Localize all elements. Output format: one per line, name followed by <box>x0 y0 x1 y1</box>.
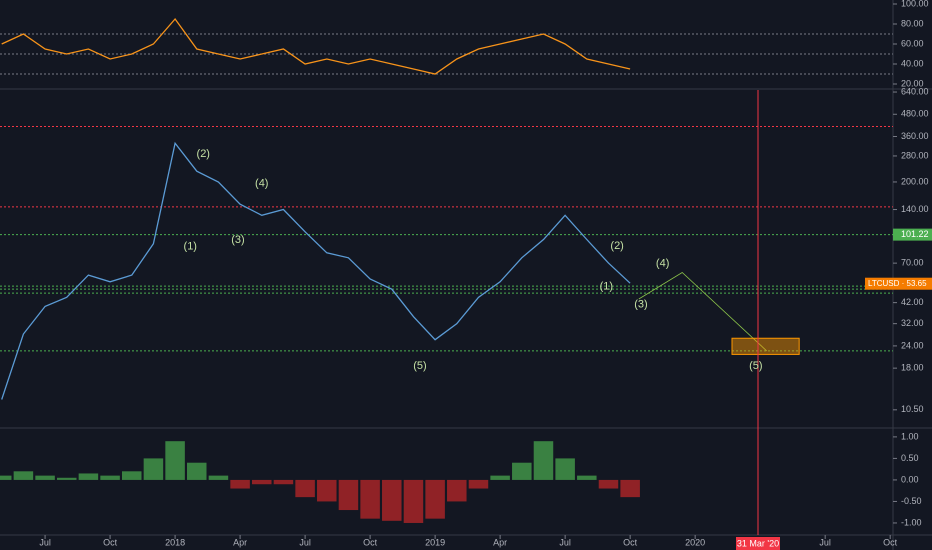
bar <box>512 462 532 480</box>
y-tick-label: 70.00 <box>901 258 924 268</box>
level-tag <box>893 228 932 241</box>
bar <box>121 471 142 480</box>
wave-label: (2) <box>197 148 210 160</box>
bar <box>468 479 489 489</box>
bar <box>403 479 424 523</box>
bar <box>78 473 99 480</box>
last-price-tag <box>865 277 932 290</box>
bar <box>382 479 402 521</box>
target-zone <box>731 337 800 355</box>
wave-label: (3) <box>231 234 244 246</box>
y-tick-label: -1.00 <box>901 517 922 527</box>
wave-label: (4) <box>656 257 669 269</box>
last-price-label: LTCUSD · 53.65 <box>868 279 927 288</box>
bar <box>577 475 597 480</box>
wave-label: (5) <box>413 360 426 372</box>
x-tick-label: 2020 <box>685 537 705 547</box>
y-tick-label: 640.00 <box>901 86 929 96</box>
bar <box>143 458 164 480</box>
x-tick-label: Jul <box>819 537 831 547</box>
x-tick-label: Oct <box>883 537 898 547</box>
date-marker-box <box>735 537 780 550</box>
y-tick-label: 100.00 <box>901 0 929 8</box>
date-marker-label: 31 Mar '20 <box>737 538 779 548</box>
x-tick-label: 2019 <box>425 537 445 547</box>
x-tick-label: Oct <box>623 537 638 547</box>
bar <box>490 475 510 480</box>
bar <box>187 462 207 480</box>
y-tick-label: 42.00 <box>901 297 924 307</box>
y-tick-label: 200.00 <box>901 176 929 186</box>
wave-label: (2) <box>610 240 623 252</box>
bar <box>447 479 467 502</box>
bar <box>100 475 120 480</box>
wave-label: (4) <box>255 177 268 189</box>
y-tick-label: 1.00 <box>901 431 919 441</box>
y-tick-label: 60.00 <box>901 38 924 48</box>
y-tick-label: 480.00 <box>901 109 929 119</box>
bar <box>13 471 34 480</box>
bar <box>533 441 554 480</box>
x-tick-label: Apr <box>493 537 507 547</box>
bar <box>252 479 272 485</box>
bar <box>317 479 337 502</box>
bar <box>295 479 315 498</box>
y-tick-label: 24.00 <box>901 340 924 350</box>
bar <box>35 475 55 480</box>
bar <box>56 477 77 480</box>
x-tick-label: Jul <box>299 537 311 547</box>
y-tick-label: 80.00 <box>901 18 924 28</box>
y-tick-label: 360.00 <box>901 131 929 141</box>
bar <box>360 479 380 519</box>
wave-label: (1) <box>184 240 197 252</box>
x-tick-label: Apr <box>233 537 247 547</box>
x-tick-label: Jul <box>559 537 571 547</box>
bar <box>338 479 359 511</box>
bar <box>555 458 575 480</box>
wave-label: (3) <box>634 299 647 311</box>
y-tick-label: 20.00 <box>901 78 924 88</box>
y-tick-label: 0.50 <box>901 453 919 463</box>
bar <box>425 479 445 519</box>
x-tick-label: Oct <box>103 537 118 547</box>
y-tick-label: 18.00 <box>901 363 924 373</box>
x-tick-label: 2018 <box>165 537 185 547</box>
bar <box>208 475 229 480</box>
y-tick-label: 10.50 <box>901 404 924 414</box>
level-tag-label: 101.22 <box>901 229 929 239</box>
data-line <box>1 17 631 75</box>
x-tick-label: Oct <box>363 537 378 547</box>
y-tick-label: 32.00 <box>901 318 924 328</box>
y-tick-label: 280.00 <box>901 150 929 160</box>
wave-label: (5) <box>749 360 762 372</box>
bar <box>273 479 294 485</box>
y-tick-label: 40.00 <box>901 58 924 68</box>
projection-line <box>638 272 767 352</box>
y-tick-label: 0.00 <box>901 474 919 484</box>
bar <box>230 479 250 489</box>
y-tick-label: 140.00 <box>901 204 929 214</box>
bar <box>620 479 640 498</box>
wave-label: (1) <box>600 280 613 292</box>
bar <box>598 479 619 489</box>
bar <box>165 441 185 480</box>
bar <box>0 475 12 480</box>
data-line <box>1 141 631 400</box>
x-tick-label: Jul <box>39 537 51 547</box>
y-tick-label: -0.50 <box>901 496 922 506</box>
